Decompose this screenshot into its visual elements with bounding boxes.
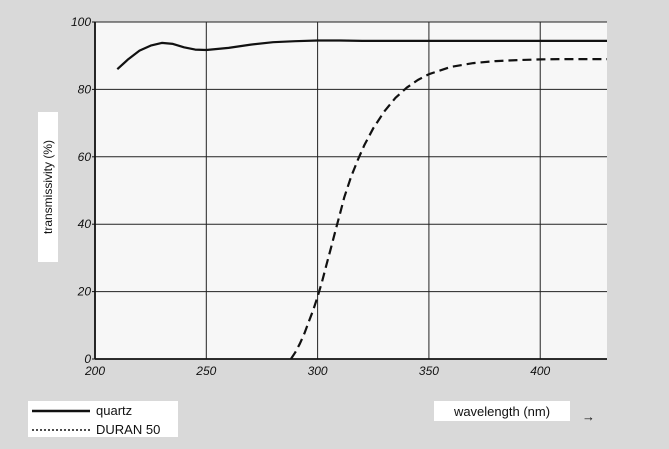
- x-tick-label-250: 250: [195, 364, 216, 378]
- x-axis-arrow: →: [582, 409, 595, 424]
- y-tick-label-40: 40: [78, 217, 92, 231]
- legend-duran-label: DURAN 50: [96, 422, 160, 437]
- legend-quartz-label: quartz: [96, 403, 132, 418]
- x-axis-label: wavelength (nm): [453, 404, 550, 419]
- y-axis-label: transmissivity (%): [41, 140, 55, 234]
- y-tick-label-60: 60: [78, 150, 92, 164]
- y-tick-label-20: 20: [77, 285, 92, 299]
- x-tick-label-300: 300: [308, 364, 328, 378]
- x-tick-label-200: 200: [84, 364, 105, 378]
- x-tick-label-350: 350: [419, 364, 439, 378]
- plot-area: [95, 22, 607, 359]
- grid: [95, 22, 607, 359]
- y-tick-label-80: 80: [78, 82, 92, 96]
- y-tick-label-100: 100: [71, 15, 91, 29]
- x-tick-label-400: 400: [530, 364, 550, 378]
